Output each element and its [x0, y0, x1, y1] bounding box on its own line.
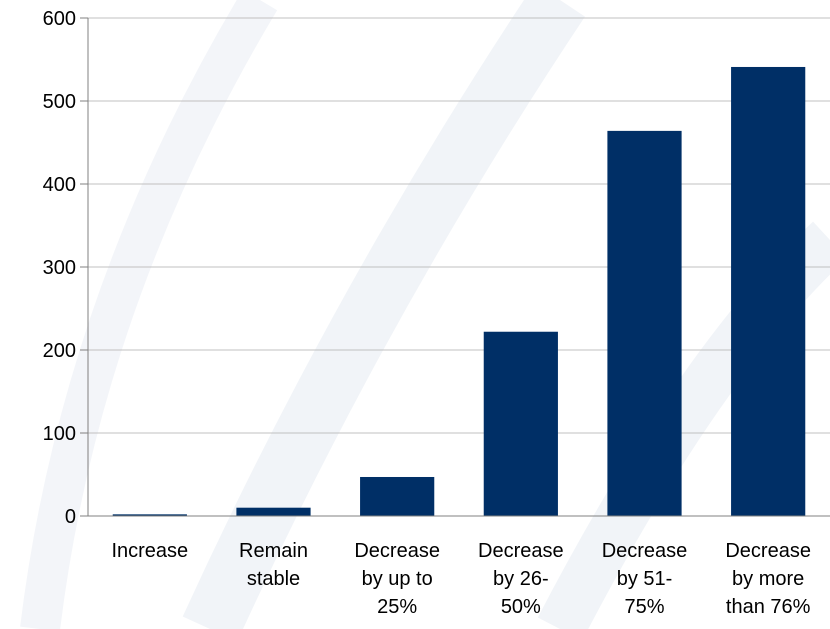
axes — [80, 17, 830, 517]
x-category-label: Decrease — [478, 540, 564, 562]
x-category-label: 50% — [501, 596, 541, 618]
bar-5 — [731, 66, 806, 516]
x-category-label: Decrease — [354, 540, 440, 562]
x-category-label: Decrease — [602, 540, 688, 562]
gridlines — [88, 17, 830, 434]
x-category-label: by 26- — [493, 568, 549, 590]
x-category-label: Remain — [239, 540, 308, 562]
y-tick-label: 500 — [43, 91, 76, 113]
x-category-label: Increase — [111, 540, 188, 562]
x-category-label: 75% — [624, 596, 664, 618]
x-category-label: by 51- — [617, 568, 673, 590]
x-category-label: by more — [732, 568, 804, 590]
x-category-label: than 76% — [726, 596, 811, 618]
y-tick-label: 200 — [43, 340, 76, 362]
x-category-label: by up to — [362, 568, 433, 590]
y-axis-tick-labels: 0 100 200 300 400 500 600 — [43, 8, 76, 528]
y-tick-label: 0 — [65, 506, 76, 528]
bar-2 — [360, 476, 435, 516]
bar-0 — [112, 514, 187, 516]
bars — [112, 66, 806, 516]
bar-3 — [483, 331, 558, 516]
x-axis-category-labels: Increase Remain stable Decrease by up to 25% D… — [111, 540, 810, 618]
x-category-label: Decrease — [725, 540, 811, 562]
bar-1 — [236, 507, 311, 516]
bar-4 — [607, 130, 682, 516]
y-tick-label: 300 — [43, 257, 76, 279]
y-tick-label: 400 — [43, 174, 76, 196]
x-category-label: stable — [247, 568, 300, 590]
y-tick-label: 100 — [43, 423, 76, 445]
y-tick-label: 600 — [43, 8, 76, 30]
x-category-label: 25% — [377, 596, 417, 618]
